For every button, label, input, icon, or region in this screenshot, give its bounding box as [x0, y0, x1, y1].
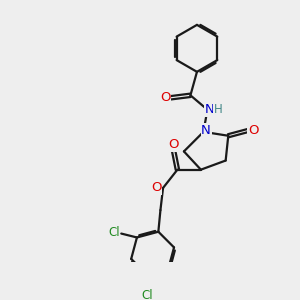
- Text: O: O: [160, 92, 170, 104]
- Text: N: N: [201, 124, 211, 137]
- Text: N: N: [204, 103, 214, 116]
- Text: Cl: Cl: [141, 290, 153, 300]
- Text: Cl: Cl: [108, 226, 120, 239]
- Text: O: O: [151, 182, 162, 194]
- Text: O: O: [168, 138, 179, 152]
- Text: H: H: [214, 103, 223, 116]
- Text: O: O: [248, 124, 258, 137]
